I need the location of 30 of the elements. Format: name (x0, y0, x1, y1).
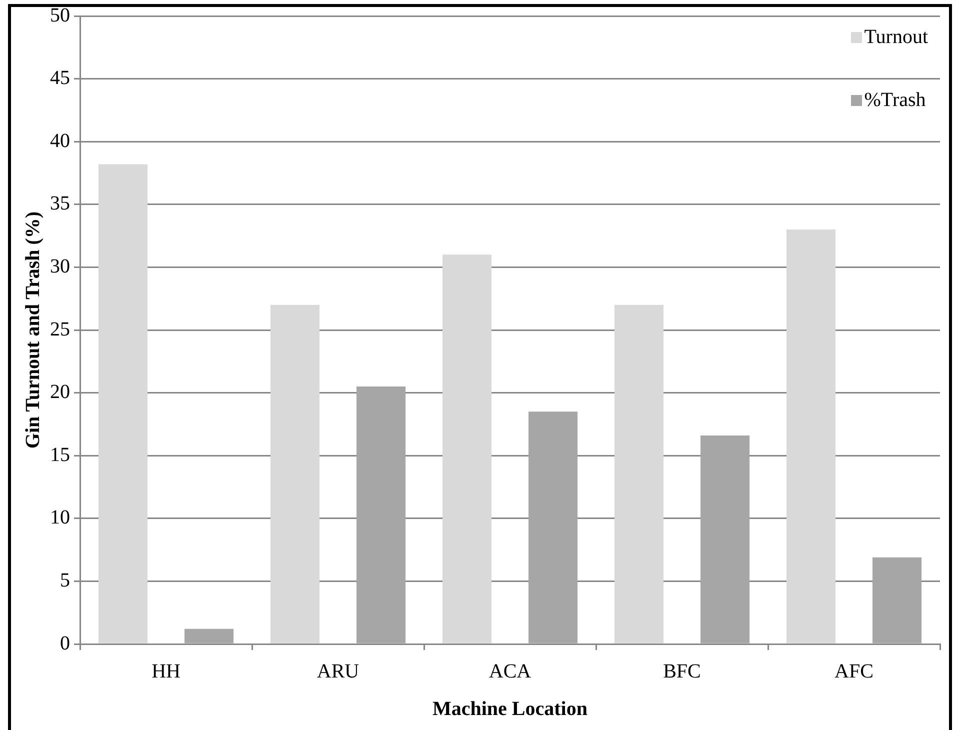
y-tick-label: 0 (60, 632, 70, 654)
y-tick-label: 30 (50, 255, 70, 278)
x-tick-label: HH (152, 660, 180, 682)
x-tick-label: AFC (834, 660, 874, 682)
y-tick-label: 10 (50, 506, 70, 529)
legend-label: Turnout (864, 26, 928, 49)
x-axis-title: Machine Location (432, 698, 588, 720)
bar (872, 557, 922, 644)
y-tick-label: 15 (50, 444, 70, 466)
legend-label: %Trash (864, 89, 926, 112)
bar (184, 628, 234, 644)
y-tick-label: 40 (50, 130, 70, 152)
x-tick-label: ARU (316, 660, 360, 682)
bar (356, 386, 406, 644)
y-tick-label: 25 (50, 318, 70, 340)
bar (98, 164, 148, 644)
y-axis-title: Gin Turnout and Trash (%) (22, 211, 44, 449)
bar (442, 254, 492, 644)
y-tick-label: 50 (50, 4, 70, 26)
y-tick-label: 45 (50, 67, 70, 90)
x-tick-label: BFC (663, 660, 701, 682)
bar (614, 304, 664, 644)
y-tick-label: 5 (60, 569, 70, 592)
x-tick-label: ACA (488, 660, 532, 682)
bar (700, 436, 750, 644)
y-tick-label: 35 (50, 192, 70, 215)
bar (528, 412, 578, 644)
bar (270, 304, 320, 644)
bar (786, 230, 836, 644)
y-tick-label: 20 (50, 381, 70, 404)
